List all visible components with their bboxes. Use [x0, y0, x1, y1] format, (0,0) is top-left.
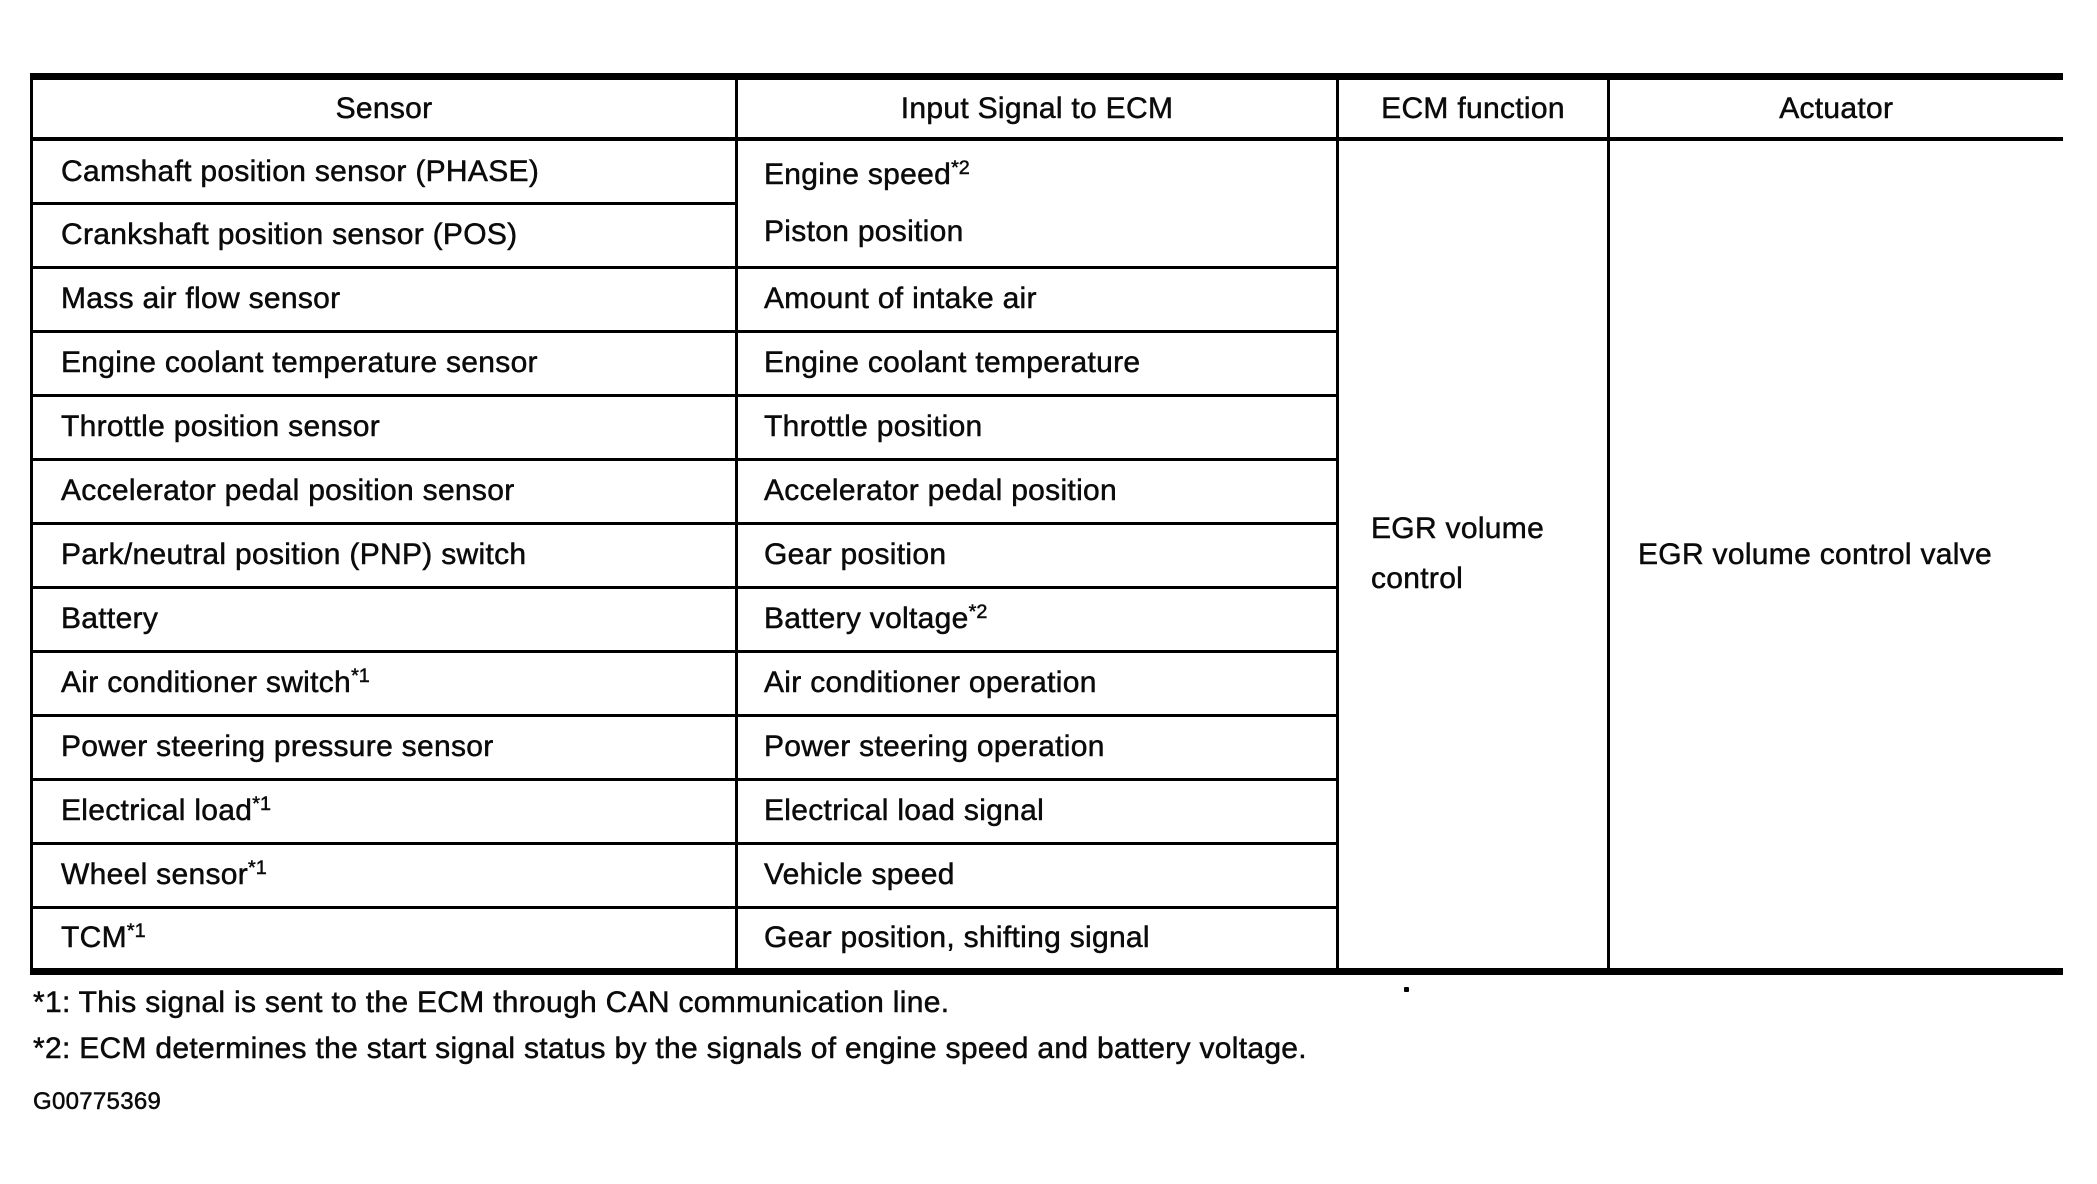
signal-cell: Battery voltage*2 [735, 587, 1338, 653]
footnote-2: *2: ECM determines the start signal stat… [33, 1032, 1307, 1066]
footnote-marker: *1 [248, 857, 267, 880]
sensor-cell: Throttle position sensor [31, 395, 737, 461]
sensor-cell: Accelerator pedal position sensor [31, 459, 737, 525]
signal-line: Amount of intake air [764, 282, 1037, 316]
column-header-ecm-function: ECM function [1336, 76, 1609, 141]
figure-code: G00775369 [33, 1088, 162, 1116]
table-row: Engine coolant temperature sensor Engine … [31, 331, 2063, 397]
sensor-cell: Air conditioner switch*1 [31, 651, 737, 717]
sensor-cell: Park/neutral position (PNP) switch [31, 523, 737, 589]
table-row: TCM*1 Gear position, shifting signal [31, 907, 2063, 973]
column-header-sensor: Sensor [31, 76, 737, 141]
signal-line: Gear position [764, 538, 947, 572]
signal-line: Air conditioner operation [764, 666, 1097, 700]
signal-cell: Gear position, shifting signal [735, 907, 1338, 973]
ecm-io-table: Sensor Input Signal to ECM ECM function … [30, 73, 2063, 975]
footnote-marker: *2 [968, 601, 988, 624]
sensor-cell: Battery [31, 587, 737, 653]
footnote-marker: *1 [252, 793, 271, 816]
signal-line: Electrical load signal [764, 794, 1045, 828]
sensor-cell: Crankshaft position sensor (POS) [31, 203, 737, 269]
footnote-1: *1: This signal is sent to the ECM throu… [33, 986, 950, 1020]
table-row: Battery Battery voltage*2 [31, 587, 2063, 653]
actuator-cell: EGR volume control valve [1607, 139, 2063, 971]
signal-cell: Electrical load signal [735, 779, 1338, 845]
table-row: Accelerator pedal position sensor Acceler… [31, 459, 2063, 525]
signal-cell: Power steering operation [735, 715, 1338, 781]
sensor-cell: TCM*1 [31, 907, 737, 973]
sensor-cell: Wheel sensor*1 [31, 843, 737, 909]
table-row: Throttle position sensor Throttle positio… [31, 395, 2063, 461]
footnote-marker: *2 [951, 157, 970, 180]
column-header-actuator: Actuator [1607, 76, 2063, 141]
table-row: Electrical load*1 Electrical load signal [31, 779, 2063, 845]
signal-cell: Air conditioner operation [735, 651, 1338, 717]
column-header-input-signal: Input Signal to ECM [735, 76, 1338, 141]
sensor-cell: Electrical load*1 [31, 779, 737, 845]
sensor-cell: Camshaft position sensor (PHASE) [31, 139, 737, 205]
signal-cell: Vehicle speed [735, 843, 1338, 909]
signal-line: Engine speed*2 [764, 157, 970, 192]
signal-cell: Engine coolant temperature [735, 331, 1338, 397]
signal-line: Accelerator pedal position [764, 474, 1118, 508]
table-row: Power steering pressure sensor Power stee… [31, 715, 2063, 781]
table-row: Park/neutral position (PNP) switch Gear p… [31, 523, 2063, 589]
signal-cell: Accelerator pedal position [735, 459, 1338, 525]
ecm-function-cell: EGR volume control [1336, 139, 1609, 971]
signal-cell: Throttle position [735, 395, 1338, 461]
footnote-marker: *1 [126, 920, 146, 943]
signal-cell: Amount of intake air [735, 267, 1338, 333]
footnote-marker: *1 [351, 665, 370, 688]
signal-line: Battery voltage*2 [764, 601, 988, 636]
table-row: Camshaft position sensor (PHASE) Engine s… [31, 139, 2063, 971]
table-row: Crankshaft position sensor (POS) [31, 203, 2063, 269]
signal-line: Throttle position [764, 410, 983, 444]
signal-line: Vehicle speed [764, 858, 955, 892]
signal-line: Gear position, shifting signal [764, 921, 1150, 955]
header-row: Sensor Input Signal to ECM ECM function … [31, 76, 2063, 141]
scan-artifact-dot [1404, 987, 1409, 992]
signal-line: Piston position [764, 215, 964, 249]
sensor-cell: Mass air flow sensor [31, 267, 737, 333]
table-row: Air conditioner switch*1 Air conditioner … [31, 651, 2063, 717]
table-row: Mass air flow sensor Amount of intake air [31, 267, 2063, 333]
signal-line: Engine coolant temperature [764, 346, 1141, 380]
signal-line: Power steering operation [764, 730, 1105, 764]
sensor-cell: Engine coolant temperature sensor [31, 331, 737, 397]
sensor-cell: Power steering pressure sensor [31, 715, 737, 781]
signal-cell: Engine speed*2 Piston position [735, 139, 1338, 269]
signal-cell: Gear position [735, 523, 1338, 589]
table-row: Wheel sensor*1 Vehicle speed [31, 843, 2063, 909]
